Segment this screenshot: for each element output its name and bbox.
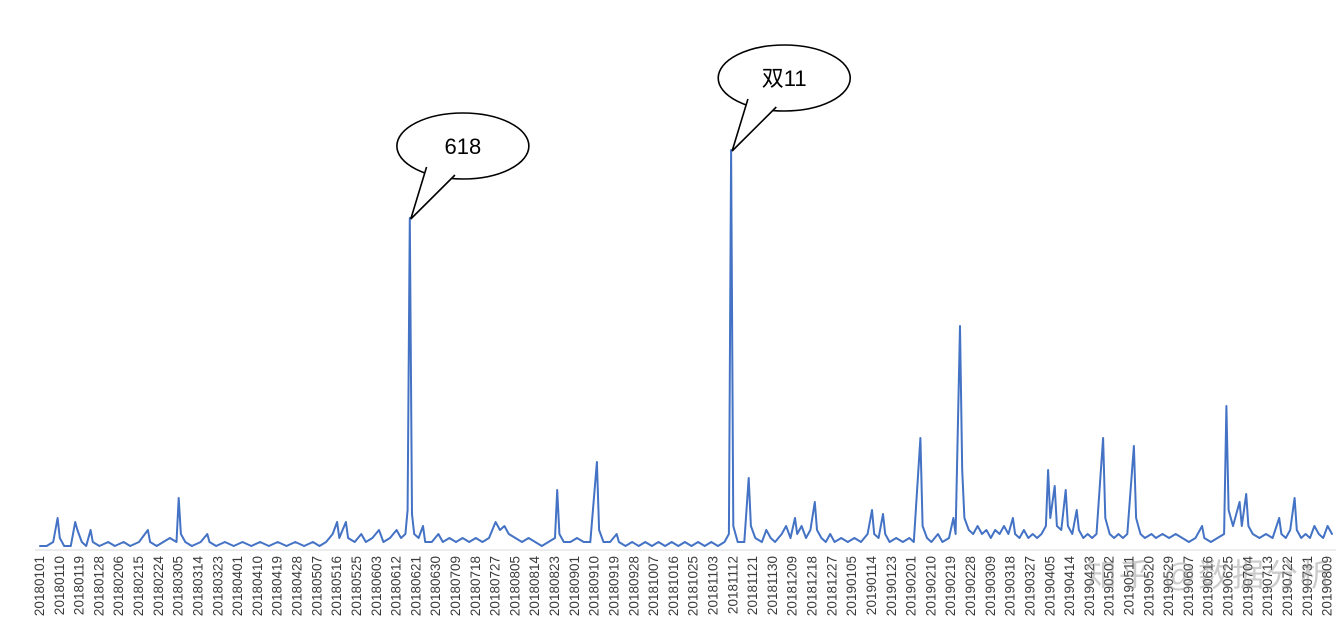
x-tick-label: 20181016 bbox=[666, 556, 681, 616]
x-tick-label: 20190414 bbox=[1062, 556, 1077, 617]
x-tick-label: 20180928 bbox=[626, 556, 641, 616]
x-tick-label: 20180110 bbox=[52, 556, 67, 615]
x-tick-label: 20190511 bbox=[1122, 556, 1137, 615]
x-tick-label: 20181121 bbox=[745, 556, 760, 615]
x-tick-label: 20190201 bbox=[904, 556, 919, 616]
x-tick-label: 20180119 bbox=[72, 556, 87, 615]
x-tick-label: 20190123 bbox=[884, 556, 899, 616]
x-tick-label: 20190809 bbox=[1320, 556, 1335, 616]
x-tick-label: 20180814 bbox=[527, 556, 542, 617]
x-tick-label: 20190502 bbox=[1102, 556, 1117, 616]
callout-bubble-1 bbox=[717, 44, 852, 112]
x-tick-label: 20190327 bbox=[1022, 556, 1037, 616]
x-tick-label: 20190219 bbox=[943, 556, 958, 616]
series-line-daily-index bbox=[39, 149, 1333, 547]
x-tick-label: 20190423 bbox=[1082, 556, 1097, 616]
x-tick-label: 20180401 bbox=[230, 556, 245, 616]
x-tick-label: 20180323 bbox=[210, 556, 225, 616]
x-tick-label: 20180428 bbox=[290, 556, 305, 616]
x-tick-label: 20181227 bbox=[824, 556, 839, 616]
x-tick-label: 20180215 bbox=[131, 556, 146, 616]
x-tick-label: 20190529 bbox=[1161, 556, 1176, 616]
x-tick-label: 20181103 bbox=[706, 556, 721, 615]
x-tick-label: 20180823 bbox=[547, 556, 562, 616]
x-tick-label: 20180919 bbox=[606, 556, 621, 616]
x-tick-label: 20190722 bbox=[1280, 556, 1295, 616]
x-tick-label: 20190228 bbox=[963, 556, 978, 616]
x-tick-label: 20181209 bbox=[785, 556, 800, 616]
x-tick-label: 20180206 bbox=[111, 556, 126, 616]
x-tick-label: 20180718 bbox=[468, 556, 483, 616]
callout-label-1: 双11 bbox=[762, 66, 807, 91]
x-tick-label: 20180224 bbox=[151, 556, 166, 617]
x-tick-label: 20190607 bbox=[1181, 556, 1196, 616]
x-tick-label: 20190105 bbox=[844, 556, 859, 616]
x-tick-label: 20190210 bbox=[923, 556, 938, 616]
x-tick-label: 20180910 bbox=[587, 556, 602, 616]
x-tick-label: 20180621 bbox=[408, 556, 423, 616]
x-tick-label: 20190309 bbox=[983, 556, 998, 616]
x-tick-label: 20190704 bbox=[1240, 556, 1255, 617]
x-tick-label: 20181025 bbox=[686, 556, 701, 616]
x-tick-label: 20180516 bbox=[329, 556, 344, 616]
x-tick-label: 20190731 bbox=[1300, 556, 1315, 616]
x-tick-label: 20190114 bbox=[864, 556, 879, 616]
callout-label-0: 618 bbox=[445, 134, 482, 159]
x-tick-label: 20180101 bbox=[32, 556, 47, 616]
x-tick-label: 20190405 bbox=[1042, 556, 1057, 616]
x-tick-label: 20180525 bbox=[349, 556, 364, 616]
x-tick-label: 20180709 bbox=[448, 556, 463, 616]
x-tick-label: 20190625 bbox=[1221, 556, 1236, 616]
callout-bubble-0 bbox=[396, 112, 530, 180]
x-tick-label: 20190713 bbox=[1260, 556, 1275, 616]
callout-tail-0 bbox=[410, 166, 456, 220]
callout-tail-1 bbox=[731, 98, 777, 152]
x-tick-label: 20180727 bbox=[488, 556, 503, 616]
x-tick-label: 20190520 bbox=[1141, 556, 1156, 616]
x-tick-label: 20180410 bbox=[250, 556, 265, 616]
x-tick-label: 20190318 bbox=[1003, 556, 1018, 616]
x-tick-label: 20180603 bbox=[369, 556, 384, 616]
x-tick-label: 20181007 bbox=[646, 556, 661, 616]
x-tick-label: 20181130 bbox=[765, 556, 780, 615]
x-tick-label: 20180419 bbox=[270, 556, 285, 616]
x-tick-label: 20190616 bbox=[1201, 556, 1216, 616]
x-tick-label: 20180128 bbox=[91, 556, 106, 616]
x-tick-label: 20180630 bbox=[428, 556, 443, 616]
x-tick-label: 20180305 bbox=[171, 556, 186, 616]
x-tick-label: 20181218 bbox=[805, 556, 820, 616]
x-tick-label: 20180805 bbox=[507, 556, 522, 616]
x-tick-label: 20180314 bbox=[190, 556, 205, 617]
x-tick-label: 20180612 bbox=[389, 556, 404, 616]
x-tick-label: 20180901 bbox=[567, 556, 582, 616]
x-tick-label: 20180507 bbox=[309, 556, 324, 616]
x-tick-label: 20181112 bbox=[725, 556, 740, 614]
